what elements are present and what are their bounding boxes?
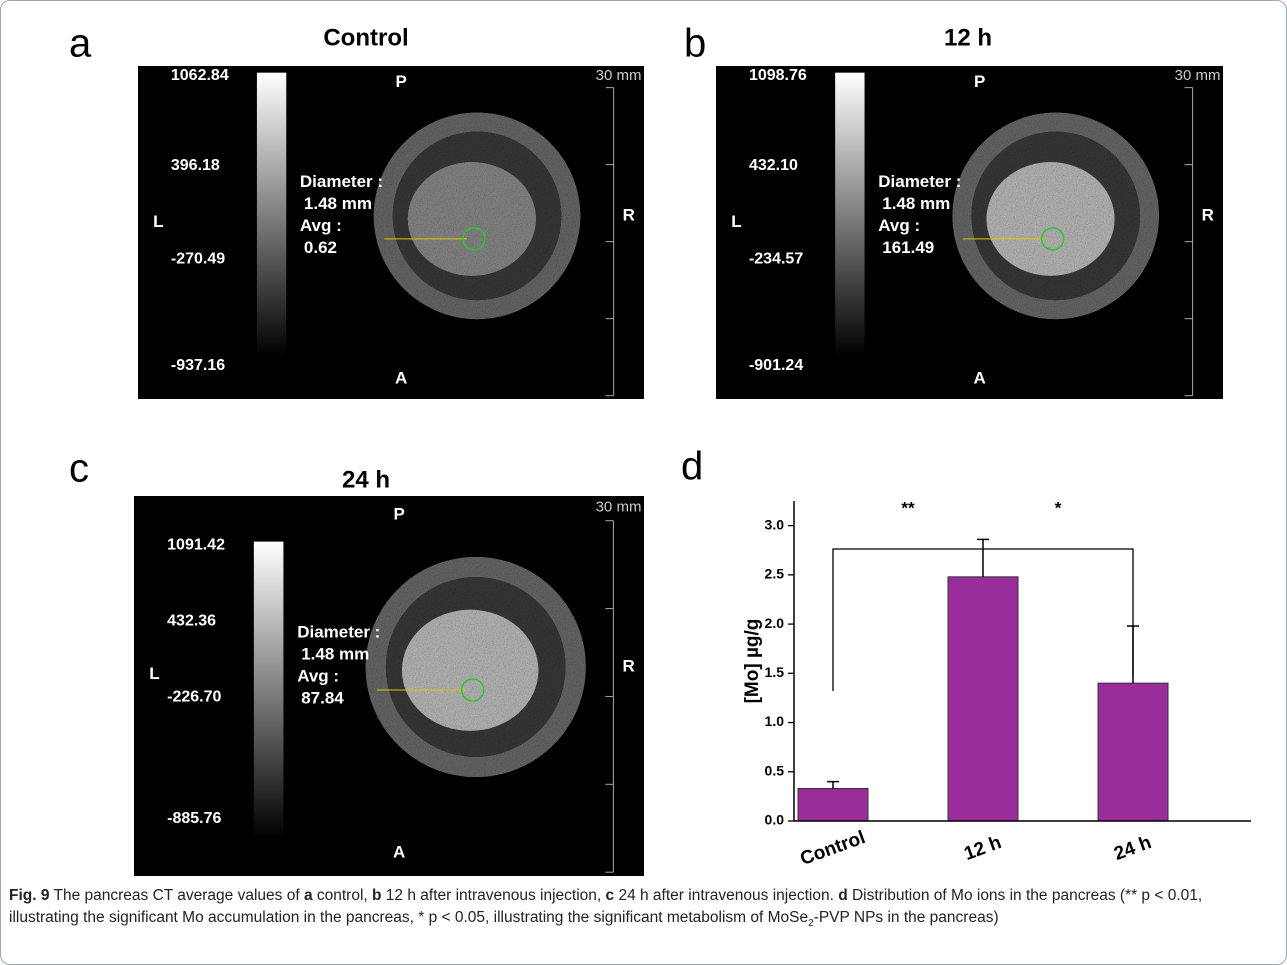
x-tick-label: 12 h bbox=[961, 832, 1004, 865]
color-scale-label: 1098.76 bbox=[749, 67, 807, 84]
caption-ref: c bbox=[606, 887, 615, 904]
measure-text: Diameter : bbox=[297, 622, 380, 641]
scale-bar-label: 30 mm bbox=[596, 498, 642, 515]
measure-text: 1.48 mm bbox=[301, 644, 369, 663]
caption-ref: b bbox=[372, 887, 381, 904]
y-tick-label: 3.0 bbox=[765, 516, 785, 532]
scale-bar-label: 30 mm bbox=[1175, 67, 1221, 84]
measure-text: Avg : bbox=[297, 666, 339, 685]
x-tick-label: Control bbox=[798, 827, 869, 870]
tissue-inner bbox=[408, 162, 536, 276]
orientation: R bbox=[623, 656, 635, 675]
measure-text: Avg : bbox=[300, 216, 342, 235]
measure-text: Avg : bbox=[878, 216, 920, 235]
color-scale-label: 432.10 bbox=[749, 157, 798, 174]
caption-text: 12 h after intravenous injection, bbox=[382, 887, 606, 904]
measure-text: 1.48 mm bbox=[882, 194, 950, 213]
measure-text: 1.48 mm bbox=[304, 194, 372, 213]
panel-label: c bbox=[69, 447, 89, 491]
measure-text: 161.49 bbox=[882, 238, 934, 257]
caption-ref: d bbox=[838, 887, 847, 904]
panel-label: d bbox=[681, 445, 703, 489]
color-scale-label: 1091.42 bbox=[167, 537, 225, 554]
color-bar bbox=[254, 542, 284, 838]
caption: Fig. 9 The pancreas CT average values of… bbox=[9, 885, 1274, 935]
panel-title: Control bbox=[323, 24, 408, 51]
bar bbox=[798, 789, 868, 821]
orientation: P bbox=[974, 72, 985, 91]
y-tick-label: 2.0 bbox=[765, 615, 785, 631]
bar bbox=[1098, 683, 1168, 821]
measure-text: 0.62 bbox=[304, 238, 337, 257]
caption-ref: a bbox=[304, 887, 313, 904]
orientation: L bbox=[149, 664, 159, 683]
orientation: A bbox=[393, 843, 405, 862]
y-tick-label: 2.5 bbox=[765, 566, 785, 582]
color-scale-label: -901.24 bbox=[749, 357, 803, 374]
caption-text: The pancreas CT average values of bbox=[49, 887, 303, 904]
x-tick-label: 24 h bbox=[1111, 832, 1154, 865]
caption-label: Fig. 9 bbox=[9, 887, 49, 904]
bar bbox=[948, 577, 1018, 821]
color-scale-label: 432.36 bbox=[167, 613, 216, 630]
color-scale-label: -234.57 bbox=[749, 250, 803, 267]
color-bar bbox=[835, 73, 864, 356]
significance: * bbox=[1055, 498, 1062, 517]
orientation: P bbox=[395, 72, 406, 91]
orientation: R bbox=[623, 205, 635, 224]
panel-title: 12 h bbox=[944, 24, 992, 51]
panel-label: b bbox=[684, 22, 706, 66]
y-tick-label: 0.0 bbox=[765, 812, 785, 828]
y-axis-label: [Mo] µg/g bbox=[742, 619, 763, 704]
scale-bar-label: 30 mm bbox=[596, 67, 642, 84]
color-scale-label: -270.49 bbox=[171, 250, 225, 267]
y-tick-label: 1.0 bbox=[765, 713, 785, 729]
orientation: L bbox=[153, 212, 163, 231]
tissue-inner bbox=[987, 162, 1115, 276]
orientation: L bbox=[731, 212, 741, 231]
measure-text: Diameter : bbox=[300, 172, 383, 191]
measure-text: 87.84 bbox=[301, 688, 344, 707]
panel-label: a bbox=[69, 22, 92, 66]
orientation: A bbox=[973, 369, 985, 388]
figure-graphics: a Control 1062.84 396.18 -270.49 -937.16 P A L R 3… bbox=[1, 1, 1286, 881]
color-scale-label: 1062.84 bbox=[171, 67, 229, 84]
color-bar bbox=[257, 73, 286, 356]
panel-title: 24 h bbox=[342, 466, 390, 493]
figure: a Control 1062.84 396.18 -270.49 -937.16 P A L R 3… bbox=[0, 0, 1287, 965]
measure-text: Diameter : bbox=[878, 172, 961, 191]
orientation: A bbox=[395, 369, 407, 388]
color-scale-label: -937.16 bbox=[171, 357, 225, 374]
y-tick-label: 1.5 bbox=[765, 664, 785, 680]
color-scale-label: -226.70 bbox=[167, 689, 221, 706]
color-scale-label: 396.18 bbox=[171, 157, 220, 174]
orientation: R bbox=[1202, 205, 1214, 224]
tissue-inner bbox=[402, 610, 538, 731]
significance: ** bbox=[901, 498, 915, 517]
caption-text: -PVP NPs in the pancreas) bbox=[814, 909, 999, 926]
orientation: P bbox=[394, 504, 405, 523]
caption-text: control, bbox=[313, 887, 372, 904]
color-scale-label: -885.76 bbox=[167, 810, 221, 827]
y-tick-label: 0.5 bbox=[765, 762, 785, 778]
caption-text: 24 h after intravenous injection. bbox=[614, 887, 838, 904]
